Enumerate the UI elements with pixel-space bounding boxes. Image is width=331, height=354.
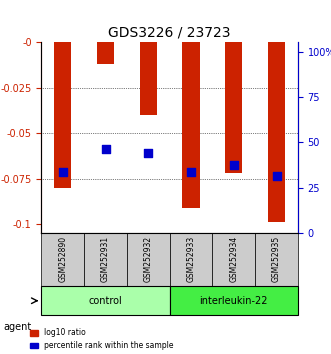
FancyBboxPatch shape <box>41 286 169 315</box>
Point <box>103 147 108 152</box>
Bar <box>182 42 200 208</box>
Point <box>274 173 279 179</box>
FancyBboxPatch shape <box>127 233 169 286</box>
FancyBboxPatch shape <box>84 233 127 286</box>
Point <box>188 170 194 175</box>
FancyBboxPatch shape <box>213 233 255 286</box>
Point <box>231 162 236 167</box>
Bar <box>140 42 157 115</box>
Title: GDS3226 / 23723: GDS3226 / 23723 <box>108 26 231 40</box>
Legend: log10 ratio, percentile rank within the sample: log10 ratio, percentile rank within the … <box>30 329 173 350</box>
Point <box>146 150 151 156</box>
Text: agent: agent <box>3 322 31 332</box>
Text: control: control <box>89 296 122 306</box>
Bar <box>97 42 114 64</box>
Text: GSM252890: GSM252890 <box>58 236 67 282</box>
Text: GSM252931: GSM252931 <box>101 236 110 282</box>
FancyBboxPatch shape <box>255 233 298 286</box>
Text: interleukin-22: interleukin-22 <box>200 296 268 306</box>
Text: GSM252935: GSM252935 <box>272 236 281 282</box>
Text: GSM252933: GSM252933 <box>186 236 196 282</box>
FancyBboxPatch shape <box>169 233 213 286</box>
Text: GSM252934: GSM252934 <box>229 236 238 282</box>
Point <box>60 170 66 175</box>
Bar <box>268 42 285 222</box>
FancyBboxPatch shape <box>169 286 298 315</box>
FancyBboxPatch shape <box>41 233 84 286</box>
Bar <box>225 42 242 173</box>
Text: GSM252932: GSM252932 <box>144 236 153 282</box>
Bar <box>54 42 71 188</box>
